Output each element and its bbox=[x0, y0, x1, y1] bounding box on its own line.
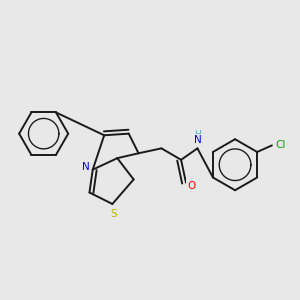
Text: Cl: Cl bbox=[276, 140, 286, 150]
Text: S: S bbox=[111, 209, 117, 219]
Text: N: N bbox=[82, 162, 89, 172]
Text: N: N bbox=[194, 135, 201, 145]
Text: H: H bbox=[194, 130, 201, 139]
Text: O: O bbox=[188, 181, 196, 191]
